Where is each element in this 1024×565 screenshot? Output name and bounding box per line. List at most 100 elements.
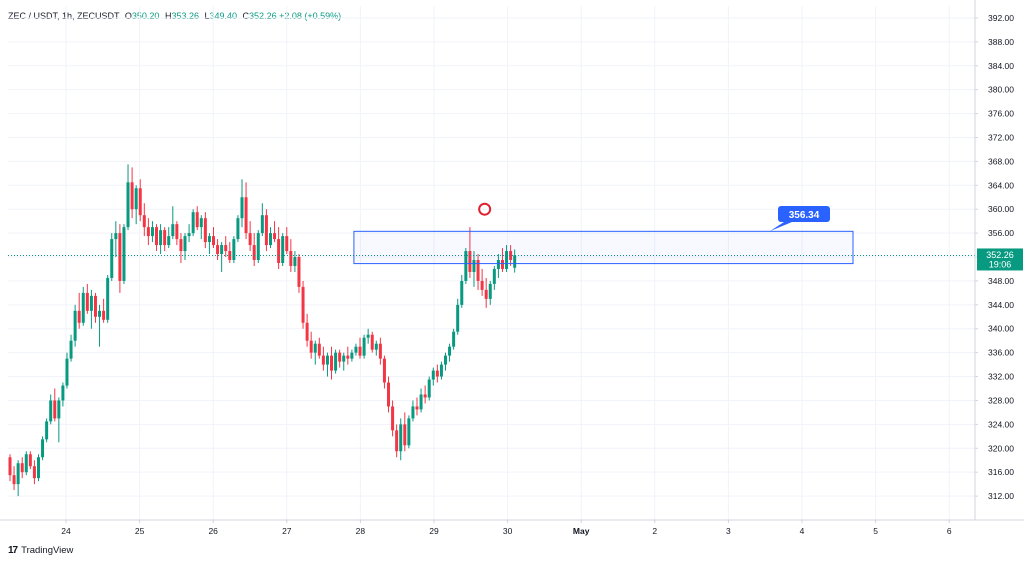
- candle-body: [484, 289, 488, 299]
- candle-body: [252, 245, 256, 261]
- candle-body: [330, 355, 334, 371]
- candle: [134, 185, 138, 225]
- candle: [146, 218, 150, 246]
- candle-body: [289, 251, 293, 266]
- candle-body: [509, 251, 513, 261]
- footer: 17 TradingView: [8, 545, 73, 556]
- candle-body: [427, 379, 431, 398]
- candle: [138, 179, 142, 222]
- candle-body: [61, 385, 65, 401]
- candle: [203, 212, 207, 249]
- price-tick-label: 392.00: [988, 13, 1014, 23]
- candle-body: [419, 394, 423, 410]
- countdown-value: 19:06: [989, 259, 1012, 269]
- candle: [252, 233, 256, 266]
- candle-body: [16, 463, 20, 485]
- symbol-title: ZEC / USDT, 1h, ZECUSDT: [8, 11, 120, 21]
- candle: [313, 340, 317, 365]
- candle: [183, 233, 187, 261]
- time-tick-label: 3: [726, 526, 731, 536]
- candle-body: [370, 334, 374, 350]
- candle: [472, 251, 476, 287]
- candle: [297, 254, 301, 293]
- time-tick-label: 28: [356, 526, 366, 536]
- candle-body: [439, 364, 443, 377]
- price-tick-label: 368.00: [988, 156, 1014, 166]
- candle: [118, 224, 122, 293]
- candle-body: [415, 406, 419, 410]
- candle: [305, 313, 309, 347]
- candle: [362, 334, 366, 359]
- low-value: 349.40: [209, 11, 238, 21]
- candle: [277, 227, 281, 269]
- candle-body: [187, 233, 191, 237]
- candle: [346, 346, 350, 365]
- candle-body: [183, 236, 187, 252]
- candle: [175, 221, 179, 246]
- candle-body: [45, 421, 49, 440]
- price-tick-label: 388.00: [988, 37, 1014, 47]
- candle-body: [195, 212, 199, 228]
- candle-body: [150, 227, 154, 237]
- zone-rectangle: [353, 230, 854, 265]
- candle: [69, 334, 73, 362]
- candle-body: [338, 352, 342, 362]
- candle-body: [175, 224, 179, 240]
- candle-body: [240, 197, 244, 219]
- time-axis[interactable]: 24 25 26 27 28 29 30 May 2 3 4 5 6: [0, 519, 1024, 536]
- candle-body: [24, 454, 28, 473]
- candle-body: [41, 439, 45, 458]
- price-axis[interactable]: 392.00 388.00 384.00 380.00 376.00 372.00 368.…: [974, 0, 1023, 520]
- candle: [496, 254, 500, 278]
- open-value: 350.20: [131, 11, 160, 21]
- candle-body: [203, 218, 207, 243]
- candle: [248, 221, 252, 252]
- candle-body: [216, 245, 220, 255]
- candle-body: [130, 182, 134, 210]
- candle: [122, 224, 126, 284]
- symbol-legend: ZEC / USDT, 1h, ZECUSDT O350.20 H353.26 …: [8, 11, 341, 21]
- candle-body: [224, 245, 228, 252]
- candle-body: [126, 182, 130, 228]
- candle-body: [171, 224, 175, 237]
- drawings[interactable]: 356.34: [8, 202, 975, 265]
- candle: [110, 233, 114, 281]
- candle: [244, 182, 248, 240]
- candle: [41, 436, 45, 461]
- candle: [57, 397, 61, 443]
- candle: [415, 397, 419, 416]
- candle-body: [403, 424, 407, 446]
- candle: [492, 265, 496, 290]
- candle: [240, 179, 244, 228]
- candle-body: [317, 343, 321, 356]
- candle: [293, 251, 297, 272]
- candle-body: [207, 236, 211, 243]
- candle-body: [236, 218, 240, 240]
- low-label: L: [204, 11, 210, 21]
- candle: [378, 337, 382, 365]
- candle: [382, 355, 386, 389]
- candle: [106, 274, 110, 323]
- candle: [224, 236, 228, 258]
- candle-body: [468, 251, 472, 272]
- candle-body: [452, 331, 456, 347]
- price-tick-label: 324.00: [988, 419, 1014, 429]
- candle: [334, 349, 338, 374]
- close-value: 352.26: [249, 11, 277, 21]
- candle: [12, 466, 16, 491]
- candle-body: [513, 255, 517, 268]
- candle-body: [32, 466, 36, 479]
- candle: [452, 328, 456, 350]
- candle: [28, 451, 32, 470]
- time-tick-label: 26: [208, 526, 218, 536]
- price-tick-label: 344.00: [988, 300, 1014, 310]
- candle-body: [407, 418, 411, 446]
- callout-pointer: [770, 222, 792, 232]
- candle: [212, 227, 215, 249]
- candle: [374, 340, 378, 356]
- candle: [399, 418, 403, 461]
- candle-body: [12, 475, 16, 485]
- candle-body: [69, 340, 73, 359]
- price-tick-label: 320.00: [988, 443, 1014, 453]
